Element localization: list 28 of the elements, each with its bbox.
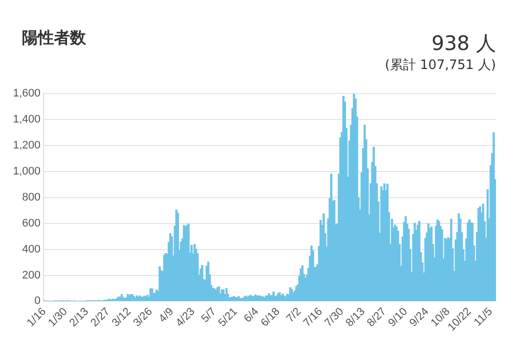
y-tick-label: 1,200: [12, 140, 41, 152]
x-tick-label: 6/18: [258, 306, 282, 330]
x-tick-label: 3/26: [131, 306, 155, 330]
x-tick-label: 1/30: [46, 306, 70, 330]
x-tick-label: 9/10: [386, 306, 410, 330]
x-tick-label: 6/4: [242, 306, 262, 325]
y-tick-label: 1,600: [12, 88, 41, 100]
x-tick-label: 11/5: [472, 306, 495, 329]
chart-title: 陽性者数: [22, 28, 86, 49]
y-tick-label: 400: [22, 243, 41, 256]
x-tick-label: 4/23: [174, 306, 198, 330]
y-tick-label: 800: [22, 191, 41, 204]
x-tick-label: 7/2: [284, 306, 304, 325]
text: 938 人: [431, 30, 496, 57]
y-tick-label: 200: [22, 269, 41, 282]
x-tick-label: 8/13: [344, 306, 368, 330]
y-tick-label: 1,400: [12, 114, 41, 126]
x-tick-label: 3/12: [110, 306, 134, 330]
y-tick-label: 0: [34, 295, 41, 308]
x-tick-label: 7/30: [322, 306, 346, 330]
x-tick-label: 5/7: [199, 306, 219, 325]
text: (累計 107,751 人): [384, 57, 496, 74]
y-tick-label: 1,000: [12, 165, 41, 178]
x-tick-label: 9/24: [408, 306, 432, 330]
y-tick-label: 600: [22, 217, 41, 230]
x-tick-label: 7/16: [301, 306, 325, 330]
x-tick-label: 4/9: [156, 306, 176, 325]
x-tick-label: 5/21: [216, 306, 240, 330]
